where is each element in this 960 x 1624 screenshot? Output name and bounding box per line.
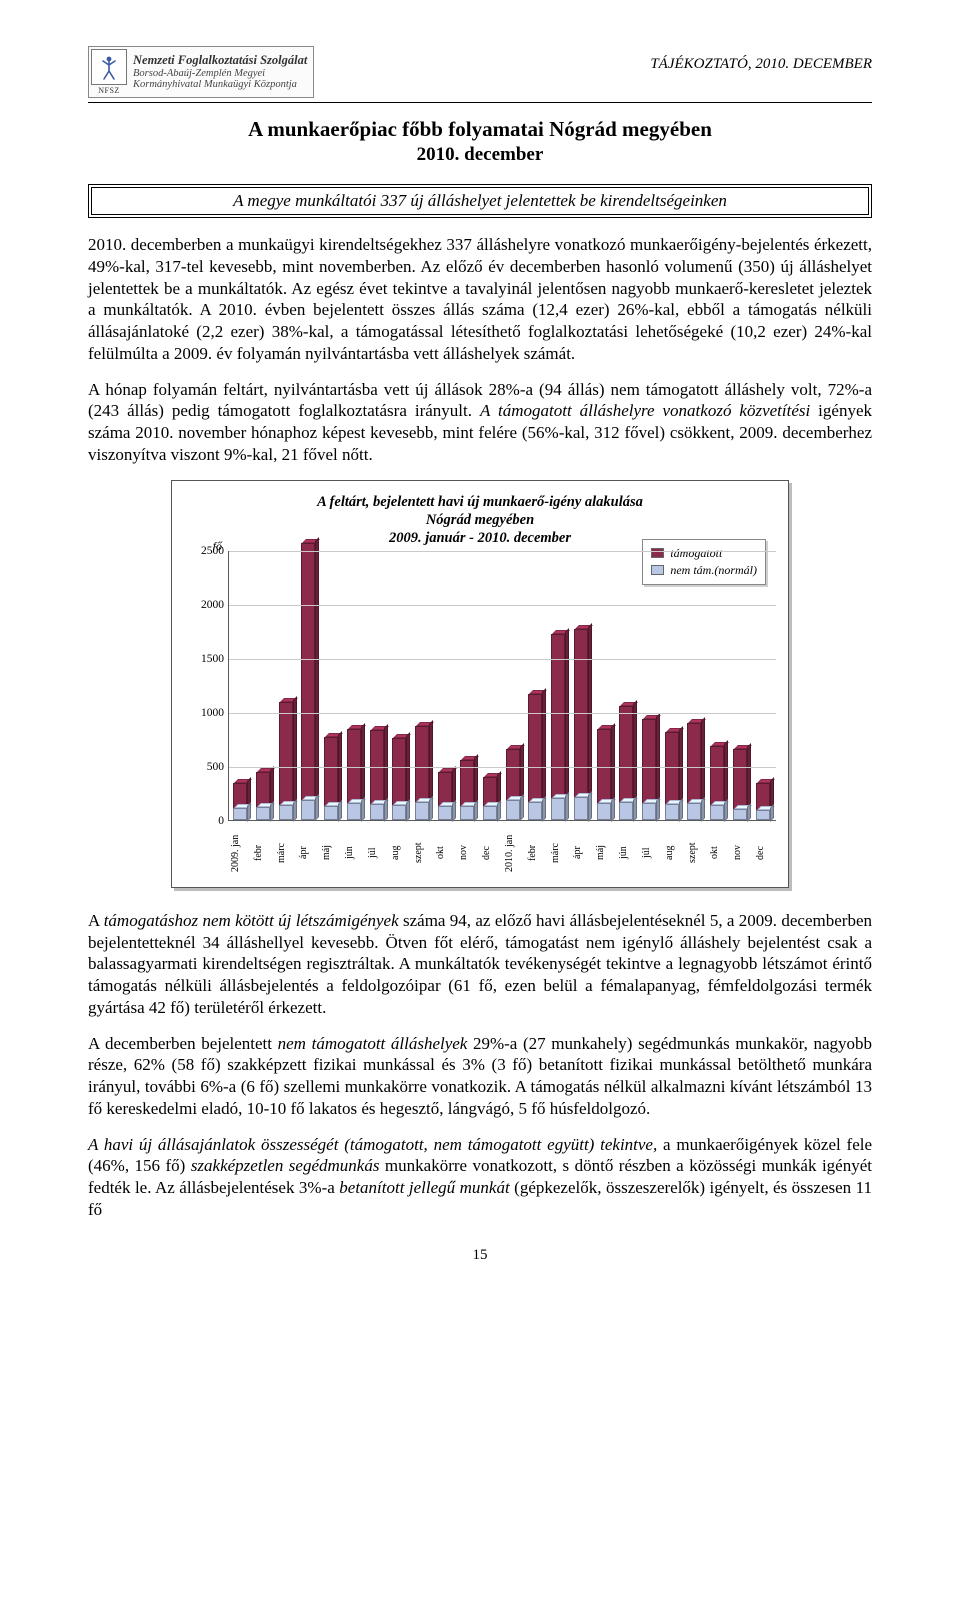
chart-bar-slot xyxy=(458,551,477,820)
chart-bar-slot xyxy=(276,551,295,820)
chart-xlabel: máj xyxy=(321,825,340,881)
org-logo-abbrev: NFSZ xyxy=(98,86,120,95)
document-title: A munkaerőpiac főbb folyamatai Nógrád me… xyxy=(88,117,872,142)
chart-bar-slot xyxy=(345,551,364,820)
org-logo-text: Nemzeti Foglalkoztatási Szolgálat Borsod… xyxy=(133,54,307,89)
chart-bar-slot xyxy=(413,551,432,820)
chart-ytick: 1500 xyxy=(201,653,224,665)
chart-xlabel: aug xyxy=(390,825,409,881)
chart-ytick: 500 xyxy=(207,761,224,773)
chart-bar-slot xyxy=(617,551,636,820)
chart-xlabel: nov xyxy=(458,825,477,881)
org-logo-icon xyxy=(91,49,127,85)
para-3-a: A xyxy=(88,911,104,930)
chart-xlabel: szept xyxy=(413,825,432,881)
chart-plot-area xyxy=(228,551,776,821)
chart-frame: A feltárt, bejelentett havi új munkaerő-… xyxy=(171,480,789,888)
para-5-e: betanított jellegű munkát xyxy=(339,1178,509,1197)
document-issue-label: TÁJÉKOZTATÓ, 2010. DECEMBER xyxy=(650,46,872,73)
summary-box-text: A megye munkáltatói 337 új álláshelyet j… xyxy=(233,191,727,210)
chart-xlabel: nov xyxy=(732,825,751,881)
chart-bar-slot xyxy=(503,551,522,820)
chart-xlabel: okt xyxy=(435,825,454,881)
chart-xlabel: júl xyxy=(641,825,660,881)
org-name-line3: Kormányhivatal Munkaügyi Központja xyxy=(133,79,307,90)
chart-xlabel: máj xyxy=(595,825,614,881)
para-3-b: támogatáshoz nem kötött új létszámigénye… xyxy=(104,911,399,930)
chart-xlabel: dec xyxy=(755,825,774,881)
chart-xlabel: dec xyxy=(481,825,500,881)
chart-bar-slot xyxy=(231,551,250,820)
chart-ytick: 1000 xyxy=(201,707,224,719)
chart-xlabel: szept xyxy=(687,825,706,881)
document-subtitle: 2010. december xyxy=(88,144,872,166)
chart-bar-slot xyxy=(572,551,591,820)
chart-bar-slot xyxy=(594,551,613,820)
para-5-a: A havi új állásajánlatok összességét (tá… xyxy=(88,1135,657,1154)
chart-bar-slot xyxy=(640,551,659,820)
page-header: NFSZ Nemzeti Foglalkoztatási Szolgálat B… xyxy=(88,46,872,103)
chart-bar-slot xyxy=(481,551,500,820)
chart-bar-slot xyxy=(662,551,681,820)
summary-box: A megye munkáltatói 337 új álláshelyet j… xyxy=(88,184,872,218)
chart-title-l1: A feltárt, bejelentett havi új munkaerő-… xyxy=(317,494,643,510)
chart-title-l3: 2009. január - 2010. december xyxy=(389,530,571,546)
chart-bar-slot xyxy=(254,551,273,820)
chart-xlabel: ápr xyxy=(298,825,317,881)
chart-title-l2: Nógrád megyében xyxy=(426,512,534,528)
chart-bar-slot xyxy=(526,551,545,820)
chart-xlabel: aug xyxy=(664,825,683,881)
para-1: 2010. decemberben a munkaügyi kirendelts… xyxy=(88,234,872,365)
chart-xlabel: júl xyxy=(367,825,386,881)
chart-ytick: 0 xyxy=(218,815,224,827)
chart-ytick: 2500 xyxy=(201,545,224,557)
para-2-b: A támogatott álláshelyre vonatkozó közve… xyxy=(480,401,810,420)
chart-xlabel: febr xyxy=(253,825,272,881)
page-number: 15 xyxy=(88,1247,872,1264)
para-4-b: nem támogatott álláshelyek xyxy=(278,1034,468,1053)
chart-bar-slot xyxy=(708,551,727,820)
chart-xlabel: jún xyxy=(618,825,637,881)
org-name-line1: Nemzeti Foglalkoztatási Szolgálat xyxy=(133,54,307,67)
para-5-c: szakképzetlen segédmunkás xyxy=(191,1156,380,1175)
org-logo-block: NFSZ Nemzeti Foglalkoztatási Szolgálat B… xyxy=(88,46,314,98)
para-3: A támogatáshoz nem kötött új létszámigén… xyxy=(88,910,872,1019)
chart-yaxis: fő 05001000150020002500 xyxy=(184,551,228,821)
chart-xaxis-labels: 2009. janfebrmárcáprmájjúnjúlaugszeptokt… xyxy=(228,825,776,881)
chart-bar-slot xyxy=(435,551,454,820)
chart-xlabel: ápr xyxy=(572,825,591,881)
para-4: A decemberben bejelentett nem támogatott… xyxy=(88,1033,872,1120)
chart-xlabel: márc xyxy=(550,825,569,881)
chart-xlabel: febr xyxy=(527,825,546,881)
chart-xlabel: 2009. jan xyxy=(230,825,249,881)
chart-bar-slot xyxy=(367,551,386,820)
para-2: A hónap folyamán feltárt, nyilvántartásb… xyxy=(88,379,872,466)
chart-bar-slot xyxy=(685,551,704,820)
chart-bar-slot xyxy=(549,551,568,820)
chart-bar-slot xyxy=(753,551,772,820)
chart-bar-slot xyxy=(390,551,409,820)
para-4-a: A decemberben bejelentett xyxy=(88,1034,278,1053)
para-5: A havi új állásajánlatok összességét (tá… xyxy=(88,1134,872,1221)
chart-bar-slot xyxy=(322,551,341,820)
chart-xlabel: márc xyxy=(276,825,295,881)
chart-xlabel: 2010. jan xyxy=(504,825,523,881)
chart-bar-slot xyxy=(299,551,318,820)
chart-ytick: 2000 xyxy=(201,599,224,611)
chart-bar-slot xyxy=(730,551,749,820)
chart-bars xyxy=(229,551,774,820)
org-name-line2: Borsod-Abaúj-Zemplén Megyei xyxy=(133,68,307,79)
chart-xlabel: okt xyxy=(709,825,728,881)
chart-xlabel: jún xyxy=(344,825,363,881)
